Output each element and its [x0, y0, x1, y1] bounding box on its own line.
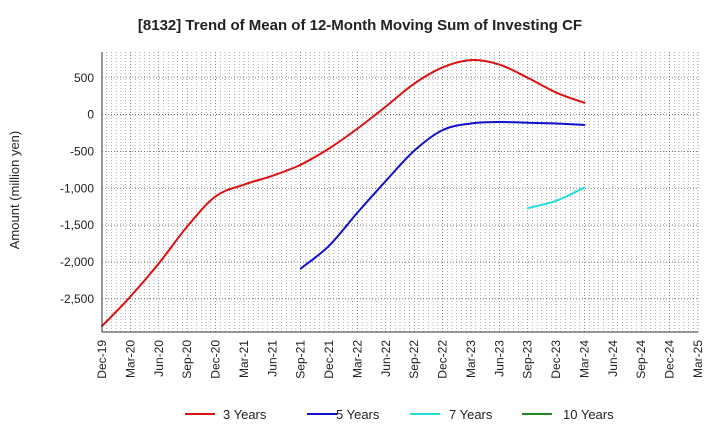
y-tick-label: -500 — [70, 144, 94, 158]
x-tick-label: Jun-20 — [152, 340, 166, 377]
x-tick-label: Mar-20 — [123, 340, 137, 378]
series-line-3 — [526, 186, 586, 210]
legend-label: 10 Years — [563, 407, 614, 422]
y-tick-label: -2,500 — [60, 292, 94, 306]
x-tick-label: Sep-23 — [521, 340, 535, 379]
x-tick-label: Jun-23 — [492, 340, 506, 377]
series-line-1 — [101, 59, 586, 328]
legend-label: 5 Years — [336, 407, 380, 422]
series-lines — [101, 59, 586, 328]
y-tick-labels: 500 0 -500 -1,000 -1,500 -2,000 -2,500 — [60, 71, 94, 306]
legend: 3 Years 5 Years 7 Years 10 Years — [185, 407, 614, 422]
y-tick-label: -1,500 — [60, 218, 94, 232]
x-tick-label: Mar-23 — [464, 340, 478, 378]
x-tick-label: Dec-20 — [209, 340, 223, 379]
x-tick-label: Jun-22 — [379, 340, 393, 377]
y-axis-label: Amount (million yen) — [7, 131, 22, 250]
x-tick-label: Dec-21 — [322, 340, 336, 379]
x-tick-labels: Dec-19 Mar-20 Jun-20 Sep-20 Dec-20 Mar-21 Jun-… — [95, 340, 705, 379]
x-tick-label: Sep-24 — [634, 340, 648, 379]
x-tick-label: Dec-24 — [663, 340, 677, 379]
y-tick-label: -2,000 — [60, 255, 94, 269]
x-tick-label: Mar-25 — [691, 340, 705, 378]
series-line-2 — [299, 120, 586, 270]
x-tick-label: Sep-22 — [407, 340, 421, 379]
x-tick-label: Jun-21 — [265, 340, 279, 377]
x-tick-label: Mar-24 — [577, 340, 591, 378]
axes — [101, 52, 698, 333]
x-tick-label: Dec-23 — [549, 340, 563, 379]
y-tick-label: 500 — [74, 71, 94, 85]
y-tick-label: 0 — [87, 108, 94, 122]
chart-title: [8132] Trend of Mean of 12-Month Moving … — [138, 17, 582, 34]
x-tick-label: Dec-19 — [95, 340, 109, 379]
x-tick-label: Sep-20 — [180, 340, 194, 379]
grid — [101, 52, 699, 332]
x-tick-label: Mar-21 — [237, 340, 251, 378]
y-tick-label: -1,000 — [60, 181, 94, 195]
x-tick-label: Jun-24 — [606, 340, 620, 377]
x-tick-label: Dec-22 — [436, 340, 450, 379]
legend-label: 3 Years — [223, 407, 267, 422]
x-tick-label: Sep-21 — [294, 340, 308, 379]
x-tick-label: Mar-22 — [350, 340, 364, 378]
legend-label: 7 Years — [449, 407, 493, 422]
